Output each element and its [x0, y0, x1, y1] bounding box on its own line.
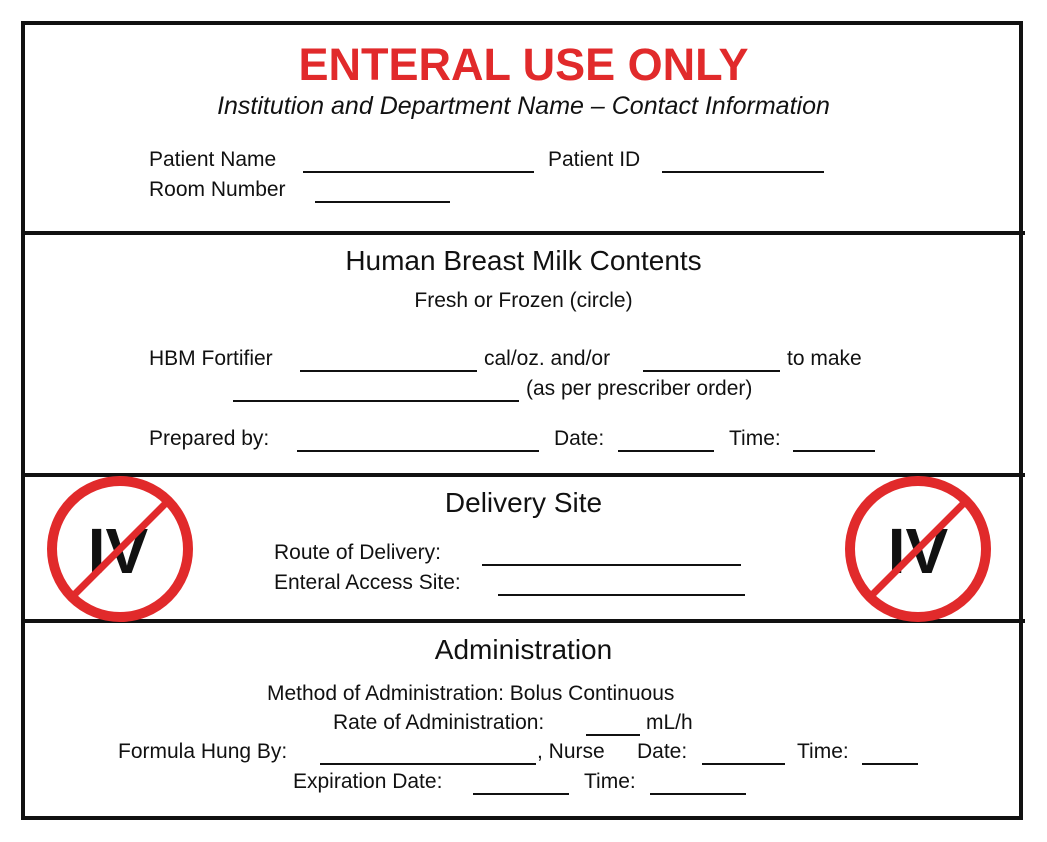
no-iv-slash — [69, 498, 171, 600]
prescriber-text: (as per prescriber order) — [526, 377, 753, 400]
nurse-text: , Nurse — [537, 740, 605, 763]
access-label: Enteral Access Site: — [274, 571, 461, 594]
expiration-date-field[interactable] — [473, 793, 569, 795]
hung-by-label: Formula Hung By: — [118, 740, 288, 763]
hung-by-field[interactable] — [320, 763, 536, 765]
expiration-label: Expiration Date: — [293, 770, 443, 793]
rate-unit: mL/h — [646, 711, 693, 734]
no-iv-slash — [867, 498, 969, 600]
section-divider — [21, 473, 1025, 477]
route-label: Route of Delivery: — [274, 541, 441, 564]
rate-field[interactable] — [586, 734, 640, 736]
patient-id-field[interactable] — [662, 171, 824, 173]
expiration-time-field[interactable] — [650, 793, 746, 795]
patient-name-label: Patient Name — [149, 148, 277, 171]
patient-id-label: Patient ID — [548, 148, 641, 171]
administration-heading: Administration — [434, 634, 613, 665]
section-divider — [21, 231, 1025, 235]
prepared-by-label: Prepared by: — [149, 427, 270, 450]
no-iv-circle — [47, 476, 193, 622]
contents-heading: Human Breast Milk Contents — [345, 245, 702, 276]
method-text: Method of Administration: Bolus Continuo… — [267, 682, 675, 705]
no-iv-circle — [845, 476, 991, 622]
target-field[interactable] — [233, 400, 519, 402]
prepared-time-label: Time: — [729, 427, 781, 450]
delivery-heading: Delivery Site — [444, 487, 603, 518]
prepared-time-field[interactable] — [793, 450, 875, 452]
page-title: ENTERAL USE ONLY — [298, 39, 749, 90]
fortifier-field[interactable] — [300, 370, 477, 372]
to-make-text: to make — [787, 347, 862, 370]
fresh-frozen-text: Fresh or Frozen (circle) — [414, 289, 633, 312]
room-number-field[interactable] — [315, 201, 450, 203]
hung-time-label: Time: — [797, 740, 849, 763]
cal-text: cal/oz. and/or — [484, 347, 611, 370]
fortifier-label: HBM Fortifier — [149, 347, 273, 370]
to-make-field[interactable] — [643, 370, 780, 372]
hung-date-field[interactable] — [702, 763, 785, 765]
hung-date-label: Date: — [637, 740, 688, 763]
hung-time-field[interactable] — [862, 763, 918, 765]
access-field[interactable] — [498, 594, 745, 596]
prepared-date-field[interactable] — [618, 450, 714, 452]
prepared-by-field[interactable] — [297, 450, 539, 452]
route-field[interactable] — [482, 564, 741, 566]
expiration-time-label: Time: — [584, 770, 636, 793]
label-frame — [21, 21, 1023, 820]
institution-subtitle: Institution and Department Name – Contac… — [217, 92, 830, 120]
no-iv-icon: IV — [47, 476, 193, 622]
prepared-date-label: Date: — [554, 427, 605, 450]
patient-name-field[interactable] — [303, 171, 534, 173]
section-divider — [21, 619, 1025, 623]
rate-label: Rate of Administration: — [333, 711, 545, 734]
room-number-label: Room Number — [149, 178, 286, 201]
no-iv-icon: IV — [845, 476, 991, 622]
